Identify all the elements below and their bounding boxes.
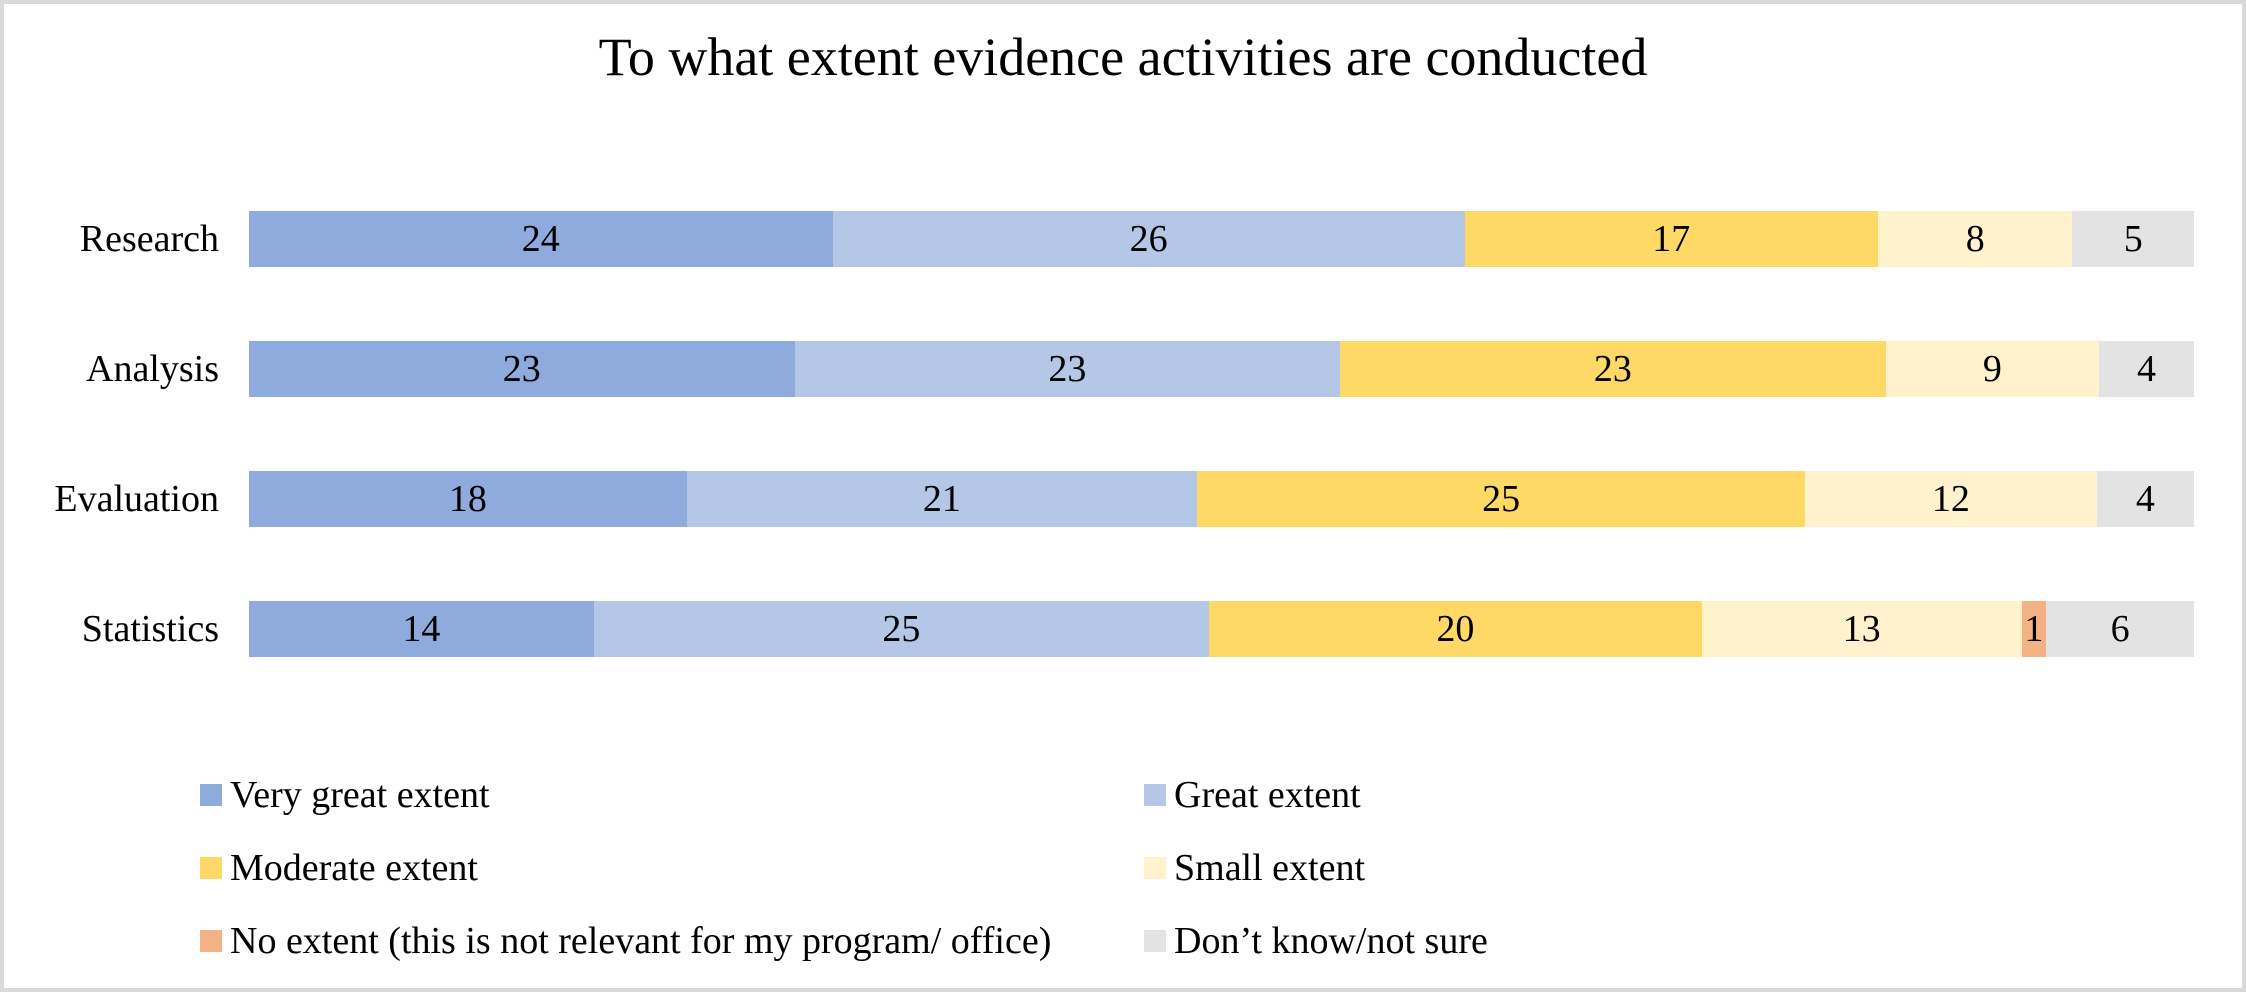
data-label: 5: [2123, 218, 2143, 260]
bar-segment: 23: [249, 341, 795, 397]
data-label: 24: [521, 218, 560, 260]
legend-label: Great extent: [1174, 773, 1361, 816]
legend: Very great extent Great extent Moderate ex…: [200, 758, 1488, 977]
data-label: 20: [1436, 608, 1475, 650]
legend-item: Very great extent: [200, 758, 1144, 831]
data-label: 26: [1129, 218, 1168, 260]
data-label: 4: [2135, 478, 2155, 520]
legend-swatch: [200, 783, 222, 806]
bar-segment: 25: [1197, 471, 1805, 527]
data-label: 1: [2024, 608, 2044, 650]
data-label: 9: [1982, 348, 2002, 390]
legend-label: Small extent: [1174, 846, 1366, 889]
category-label: Statistics: [81, 608, 219, 650]
bar-segment: 14: [249, 601, 594, 657]
bar-segment: 21: [686, 471, 1198, 527]
data-label: 23: [1048, 348, 1087, 390]
bar-segment: 4: [2099, 341, 2194, 397]
data-label: 17: [1652, 218, 1691, 260]
chart-row: Evaluation 18 21 25 12 4: [4, 434, 2194, 564]
category-label: Evaluation: [54, 478, 219, 520]
legend-swatch: [200, 929, 222, 952]
data-label: 25: [1482, 478, 1521, 520]
legend-swatch: [200, 856, 222, 879]
bar-track: 23 23 23 9 4: [249, 341, 2194, 397]
bar-segment: 6: [2046, 601, 2194, 657]
legend-item: Small extent: [1144, 831, 1488, 904]
bar-segment: 23: [794, 341, 1341, 397]
bar-segment: 18: [249, 471, 687, 527]
data-label: 18: [448, 478, 487, 520]
bar-track: 14 25 20 13 1 6: [249, 601, 2194, 657]
data-label: 8: [1965, 218, 1985, 260]
data-label: 6: [2110, 608, 2130, 650]
bar-segment: 9: [1885, 341, 2100, 397]
legend-label: Moderate extent: [230, 846, 478, 889]
legend-swatch: [1144, 856, 1166, 879]
chart-row: Analysis 23 23 23 9 4: [4, 304, 2194, 434]
legend-label: Don’t know/not sure: [1174, 919, 1488, 962]
bar-segment: 4: [2096, 471, 2194, 527]
bar-segment: 1: [2021, 601, 2047, 657]
bar-segment: 17: [1464, 211, 1878, 267]
plot-area: Research 24 26 17 8 5 Analysis 23 23 23 9 4 Evaluati…: [4, 174, 2194, 694]
data-label: 23: [1593, 348, 1632, 390]
chart-title: To what extent evidence activities are c…: [598, 27, 1648, 87]
legend-label: Very great extent: [230, 773, 490, 816]
legend-item: Moderate extent: [200, 831, 1144, 904]
data-label: 13: [1842, 608, 1881, 650]
legend-swatch: [1144, 929, 1166, 952]
data-label: 4: [2137, 348, 2157, 390]
chart-row: Statistics 14 25 20 13 1 6: [4, 564, 2194, 694]
chart-row: Research 24 26 17 8 5: [4, 174, 2194, 304]
data-label: 12: [1931, 478, 1970, 520]
bar-segment: 12: [1805, 471, 2097, 527]
legend-item: No extent (this is not relevant for my p…: [200, 904, 1144, 977]
bar-segment: 13: [1701, 601, 2022, 657]
data-label: 23: [502, 348, 541, 390]
bar-segment: 5: [2072, 211, 2194, 267]
legend-swatch: [1144, 783, 1166, 806]
legend-item: Don’t know/not sure: [1144, 904, 1488, 977]
legend-item: Great extent: [1144, 758, 1488, 831]
bar-segment: 8: [1877, 211, 2073, 267]
data-label: 21: [922, 478, 961, 520]
bar-track: 24 26 17 8 5: [249, 211, 2194, 267]
bar-segment: 20: [1209, 601, 1702, 657]
bar-track: 18 21 25 12 4: [249, 471, 2194, 527]
bar-segment: 26: [832, 211, 1465, 267]
bar-segment: 24: [249, 211, 833, 267]
bar-segment: 25: [593, 601, 1210, 657]
category-label: Analysis: [86, 348, 219, 390]
data-label: 25: [882, 608, 921, 650]
legend-label: No extent (this is not relevant for my p…: [230, 919, 1052, 962]
category-label: Research: [79, 218, 219, 260]
bar-segment: 23: [1340, 341, 1886, 397]
data-label: 14: [402, 608, 441, 650]
